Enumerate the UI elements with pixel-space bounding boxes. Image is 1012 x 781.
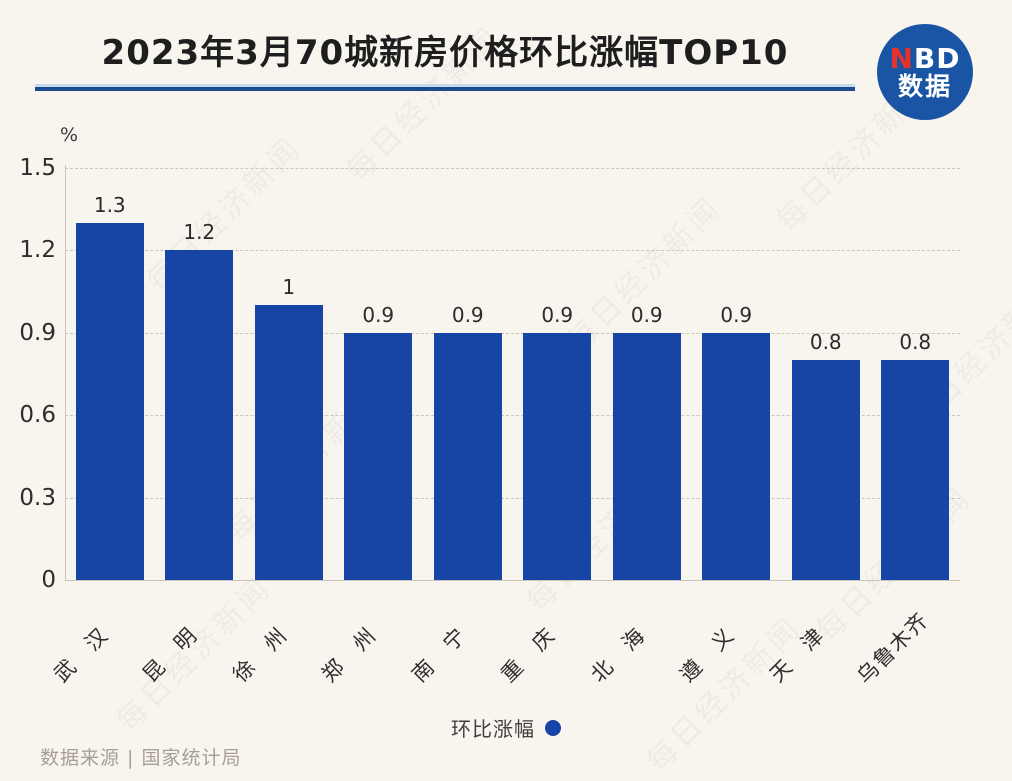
bar-郑州 [344,332,413,580]
bar-value-徐州: 1 [282,275,296,300]
y-axis-unit-label: % [60,124,79,146]
y-axis-tick-0.9: 0.9 [19,319,56,346]
legend-label: 环比涨幅 [451,717,535,741]
gridline-0.9 [65,332,960,334]
bar-遵义 [702,332,771,580]
gridline-0.6 [65,415,960,417]
data-source-note: 数据来源 | 国家统计局 [40,747,242,769]
nbd-logo-bd: BD [913,42,961,76]
gridline-1.2 [65,250,960,252]
y-axis-tick-0.3: 0.3 [19,484,56,511]
bar-徐州 [254,305,323,580]
bar-value-遵义: 0.9 [720,302,753,327]
y-axis-line [65,165,66,580]
y-axis-tick-0: 0 [41,567,56,593]
gridline-0.3 [65,497,960,499]
bar-昆明 [165,250,234,580]
legend-dot-icon [545,719,561,736]
bar-value-南宁: 0.9 [451,302,484,327]
bar-天津 [791,360,860,580]
y-axis-tick-0.6: 0.6 [19,402,56,429]
bar-value-武汉: 1.3 [93,192,126,217]
bar-value-天津: 0.8 [809,330,842,355]
y-axis-tick-1.2: 1.2 [19,237,56,264]
chart-title: 2023年3月70城新房价格环比涨幅TOP10 [101,33,789,73]
bar-重庆 [523,332,592,580]
bar-北海 [612,332,681,580]
legend: 环比涨幅 [0,713,1012,742]
bar-value-郑州: 0.9 [362,302,395,327]
bar-value-乌鲁木齐: 0.8 [899,330,932,355]
nbd-logo: NBD 数据 [877,24,973,120]
gridline-0 [65,580,960,581]
bar-value-昆明: 1.2 [183,220,216,245]
nbd-logo-subtext: 数据 [897,71,952,101]
title-underline [35,84,855,91]
bar-武汉 [75,222,144,580]
bar-乌鲁木齐 [881,360,950,580]
bar-南宁 [433,332,502,580]
bar-value-北海: 0.9 [630,302,663,327]
nbd-logo-text: NBD [889,44,960,73]
gridline-1.5 [65,168,960,169]
nbd-logo-n: N [889,42,914,76]
bar-value-重庆: 0.9 [541,302,574,327]
y-axis-tick-1.5: 1.5 [19,155,56,181]
